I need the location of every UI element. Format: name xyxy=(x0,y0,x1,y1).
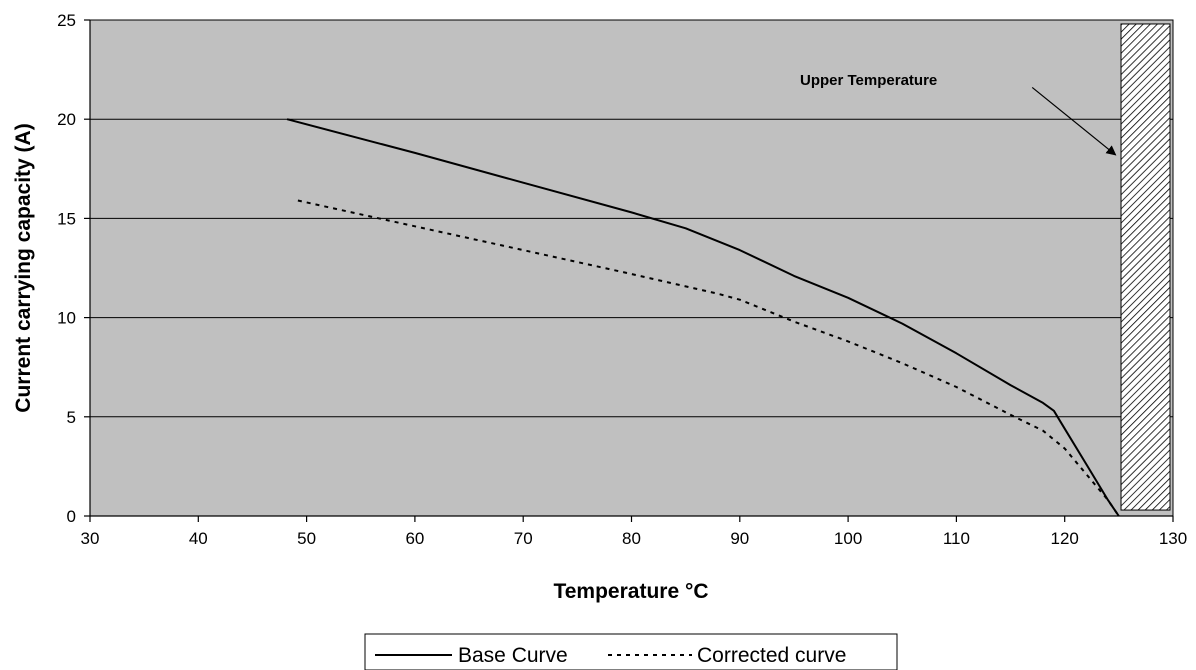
upper-temperature-region-group xyxy=(1120,23,1171,511)
y-tick-label-20: 20 xyxy=(57,110,76,129)
x-tick-label-110: 110 xyxy=(943,529,970,548)
y-tick-label-5: 5 xyxy=(67,408,76,427)
legend-box xyxy=(364,633,898,670)
x-tick-label-30: 30 xyxy=(81,529,100,548)
x-tick-label-70: 70 xyxy=(514,529,533,548)
x-tick-label-80: 80 xyxy=(622,529,641,548)
y-tick-label-15: 15 xyxy=(57,209,76,228)
y-tick-label-10: 10 xyxy=(57,309,76,328)
y-ticks: 0 5 10 15 20 25 xyxy=(57,11,90,526)
x-ticks: 30 40 50 60 70 80 90 100 110 120 130 xyxy=(81,516,1187,548)
annotation-group: Upper Temperature xyxy=(800,72,1117,156)
upper-temperature-label: Upper Temperature xyxy=(800,72,937,89)
series-line-base-curve xyxy=(286,118,1120,517)
upper-temperature-arrow xyxy=(1031,86,1117,156)
y-tick-label-25: 25 xyxy=(57,11,76,30)
legend: Base Curve Corrected curve xyxy=(364,633,898,670)
x-tick-label-130: 130 xyxy=(1159,529,1187,548)
x-tick-label-40: 40 xyxy=(189,529,208,548)
x-tick-label-50: 50 xyxy=(297,529,316,548)
gridlines xyxy=(90,19,1173,418)
x-tick-label-60: 60 xyxy=(405,529,424,548)
x-axis-title: Temperature °C xyxy=(553,580,708,603)
legend-label-base-curve: Base Curve xyxy=(458,644,568,667)
x-tick-label-120: 120 xyxy=(1051,529,1079,548)
series-group xyxy=(286,118,1120,517)
y-tick-label-0: 0 xyxy=(67,507,76,526)
y-axis-title: Current carrying capacity (A) xyxy=(12,123,35,412)
legend-label-corrected-curve: Corrected curve xyxy=(697,644,846,667)
series-line-corrected-curve xyxy=(297,199,1120,517)
x-tick-label-100: 100 xyxy=(834,529,862,548)
x-tick-label-90: 90 xyxy=(730,529,749,548)
plot-area xyxy=(89,19,1174,517)
upper-temperature-region xyxy=(1120,23,1171,511)
